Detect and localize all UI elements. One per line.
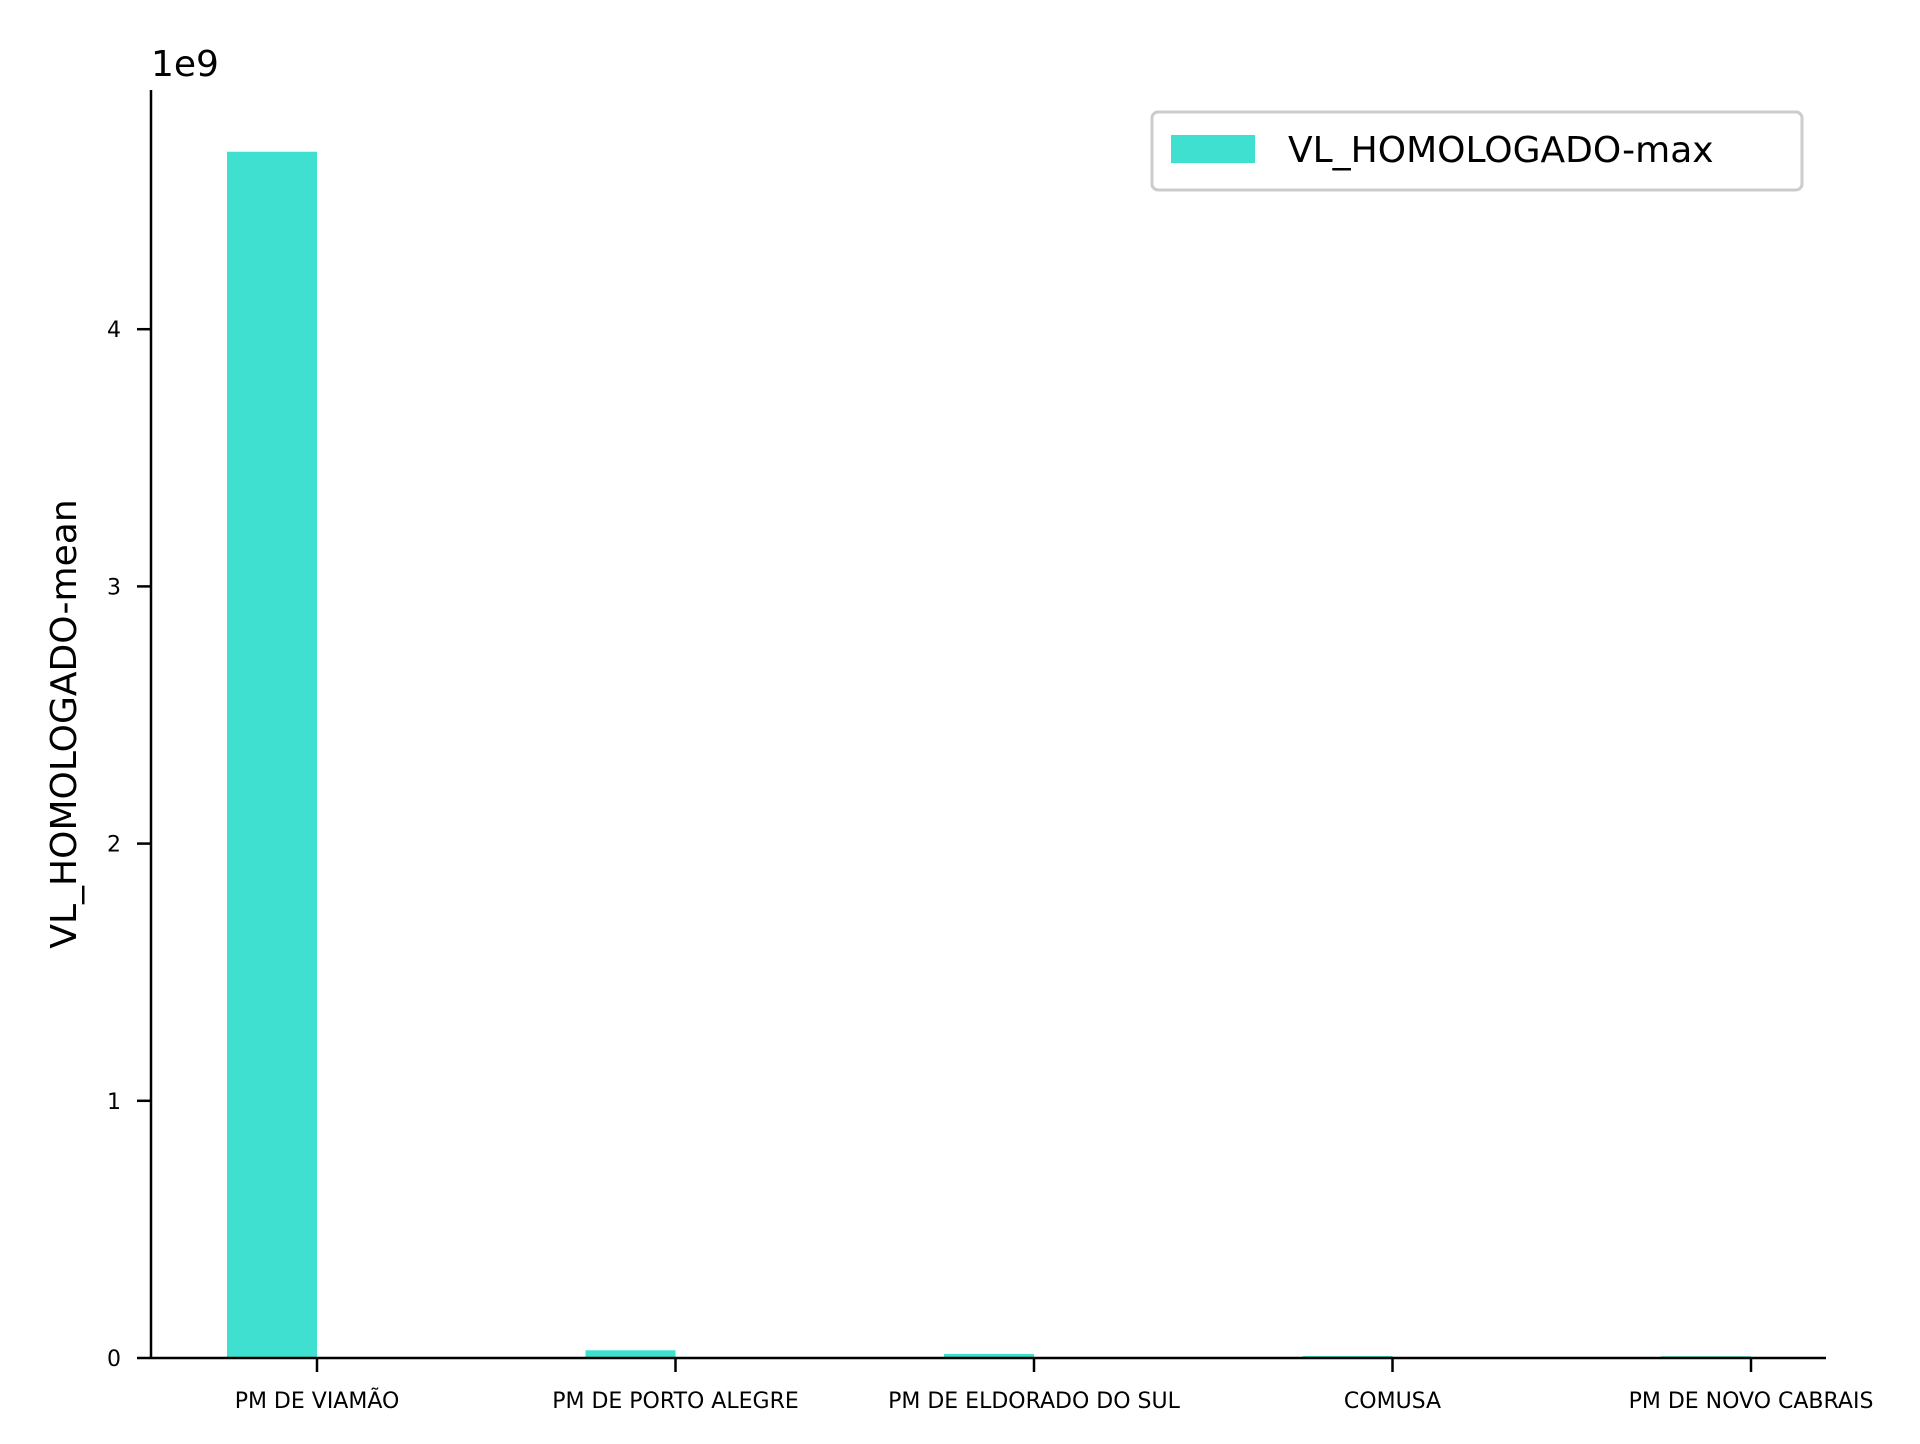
y-tick-label: 4	[107, 318, 121, 343]
bar-2	[944, 1353, 1034, 1358]
legend-swatch	[1171, 135, 1255, 163]
axes-layer	[149, 90, 1826, 1360]
legend: VL_HOMOLOGADO-max	[1150, 110, 1804, 192]
bars-layer	[227, 151, 1751, 1359]
bar-1	[585, 1350, 676, 1358]
y-axis-label: VL_HOMOLOGADO-mean	[44, 499, 85, 948]
y-ticks: 0 1 2 3 4	[107, 318, 151, 1372]
y-tick-label: 0	[107, 1347, 121, 1372]
x-tick-label: PM DE NOVO CABRAIS	[1629, 1389, 1874, 1414]
y-tick-label: 1	[107, 1090, 121, 1115]
x-tick-label: PM DE VIAMÃO	[235, 1387, 400, 1414]
legend-box	[1150, 110, 1804, 192]
y-tick-label: 3	[107, 575, 121, 600]
x-tick-label: PM DE ELDORADO DO SUL	[888, 1389, 1181, 1414]
y-tick-label: 2	[107, 833, 121, 858]
x-tick-label: PM DE PORTO ALEGRE	[552, 1389, 799, 1414]
bar-0	[227, 151, 317, 1359]
legend-label: VL_HOMOLOGADO-max	[1288, 130, 1714, 171]
y-offset-label: 1e9	[151, 44, 219, 85]
x-ticks: PM DE VIAMÃO PM DE PORTO ALEGRE PM DE ELDO…	[235, 1358, 1874, 1414]
x-tick-label: COMUSA	[1344, 1389, 1441, 1414]
